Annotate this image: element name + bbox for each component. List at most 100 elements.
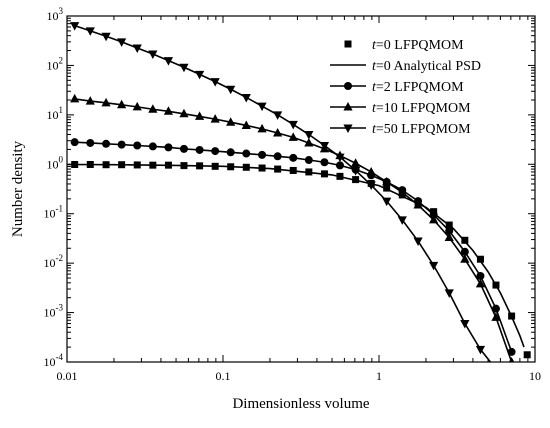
data-point (101, 97, 111, 107)
y-tick-label: 101 (47, 105, 64, 122)
series-line (67, 163, 525, 348)
data-point (148, 104, 158, 113)
data-point (226, 85, 236, 95)
data-point (304, 156, 313, 165)
legend-item: t=0 Analytical PSD (330, 59, 481, 74)
data-point (476, 255, 484, 263)
data-point (70, 22, 80, 31)
data-point (382, 197, 392, 207)
data-point (429, 210, 438, 219)
y-tick-label: 10-4 (44, 352, 64, 369)
data-point (304, 131, 314, 140)
data-point (117, 99, 127, 109)
data-point (148, 142, 157, 151)
y-tick-label: 10-2 (44, 253, 64, 270)
legend: t=0 LFPQMOM t=0 Analytical PSD t=2 LFPQMOM… (330, 38, 481, 137)
legend-marker (343, 124, 353, 133)
x-axis-title: Dimensionless volume (232, 396, 369, 412)
data-point (163, 57, 174, 66)
legend-label: t=50 LFPQMOM (372, 122, 471, 137)
legend-marker (344, 82, 352, 90)
data-point (335, 161, 344, 170)
data-point (445, 226, 454, 235)
data-point (86, 138, 95, 147)
data-point (241, 93, 251, 103)
data-point (195, 111, 205, 120)
data-point (475, 278, 486, 288)
data-point (335, 153, 345, 163)
data-point (241, 120, 251, 129)
data-point (460, 254, 470, 263)
data-point (289, 153, 298, 162)
series-3 (70, 93, 515, 362)
y-tick-label: 103 (47, 6, 64, 23)
data-point (179, 63, 189, 73)
data-point (383, 184, 391, 192)
y-tick-label: 10-3 (44, 303, 64, 320)
data-point (179, 144, 188, 153)
data-point (117, 140, 126, 149)
data-point (523, 351, 531, 359)
data-point (257, 123, 267, 133)
data-point (304, 137, 314, 147)
data-point (444, 232, 454, 242)
data-point (179, 108, 189, 118)
data-point (475, 345, 486, 355)
data-point (211, 147, 220, 156)
plot-frame (66, 15, 536, 363)
series-4 (70, 22, 492, 362)
data-point (366, 166, 376, 176)
series-1 (67, 163, 525, 348)
x-tick-label: 1 (376, 369, 382, 383)
legend-item: t=10 LFPQMOM (330, 101, 471, 116)
data-point (351, 158, 361, 167)
data-point (226, 148, 235, 157)
legend-marker (343, 102, 353, 111)
legend-label: t=0 Analytical PSD (372, 59, 481, 74)
data-point (210, 78, 220, 87)
legend-item: t=0 LFPQMOM (344, 38, 464, 53)
series-0 (71, 161, 531, 359)
y-tick-label: 100 (47, 154, 64, 171)
y-axis-title: Number density (10, 140, 26, 237)
data-point (133, 141, 142, 150)
data-point (273, 111, 283, 120)
data-point (382, 176, 392, 186)
legend-label: t=0 LFPQMOM (372, 38, 464, 53)
legend-marker (344, 40, 352, 48)
data-point (257, 102, 267, 112)
legend-item: t=2 LFPQMOM (330, 80, 464, 95)
data-point (101, 32, 111, 42)
y-tick-label: 102 (47, 55, 64, 72)
x-tick-label: 0.01 (57, 369, 78, 383)
data-point (320, 158, 329, 167)
data-point (288, 132, 298, 141)
data-point (288, 120, 298, 130)
data-point (70, 93, 80, 103)
data-point (460, 320, 470, 329)
data-point (195, 70, 205, 80)
data-point (132, 44, 142, 54)
data-point (476, 271, 485, 280)
data-point (226, 117, 236, 126)
data-point (413, 200, 423, 209)
series-line (74, 24, 492, 362)
data-point (366, 181, 376, 191)
data-point (319, 141, 330, 151)
data-point (397, 216, 407, 225)
y-tick-label: 10-1 (44, 204, 64, 221)
data-point (163, 106, 174, 115)
data-point (460, 247, 469, 256)
data-point (117, 38, 127, 47)
data-point (210, 114, 220, 123)
data-point (164, 143, 173, 152)
x-tick-label: 10 (529, 369, 541, 383)
data-point (273, 152, 282, 161)
ticks-layer: 0.01 0.1 1 10 10-4 10-3 10-2 10-1 100 101 102 103 (44, 6, 542, 383)
data-point (70, 138, 79, 147)
data-point (242, 149, 251, 158)
data-point (102, 139, 111, 148)
data-point (413, 237, 423, 247)
